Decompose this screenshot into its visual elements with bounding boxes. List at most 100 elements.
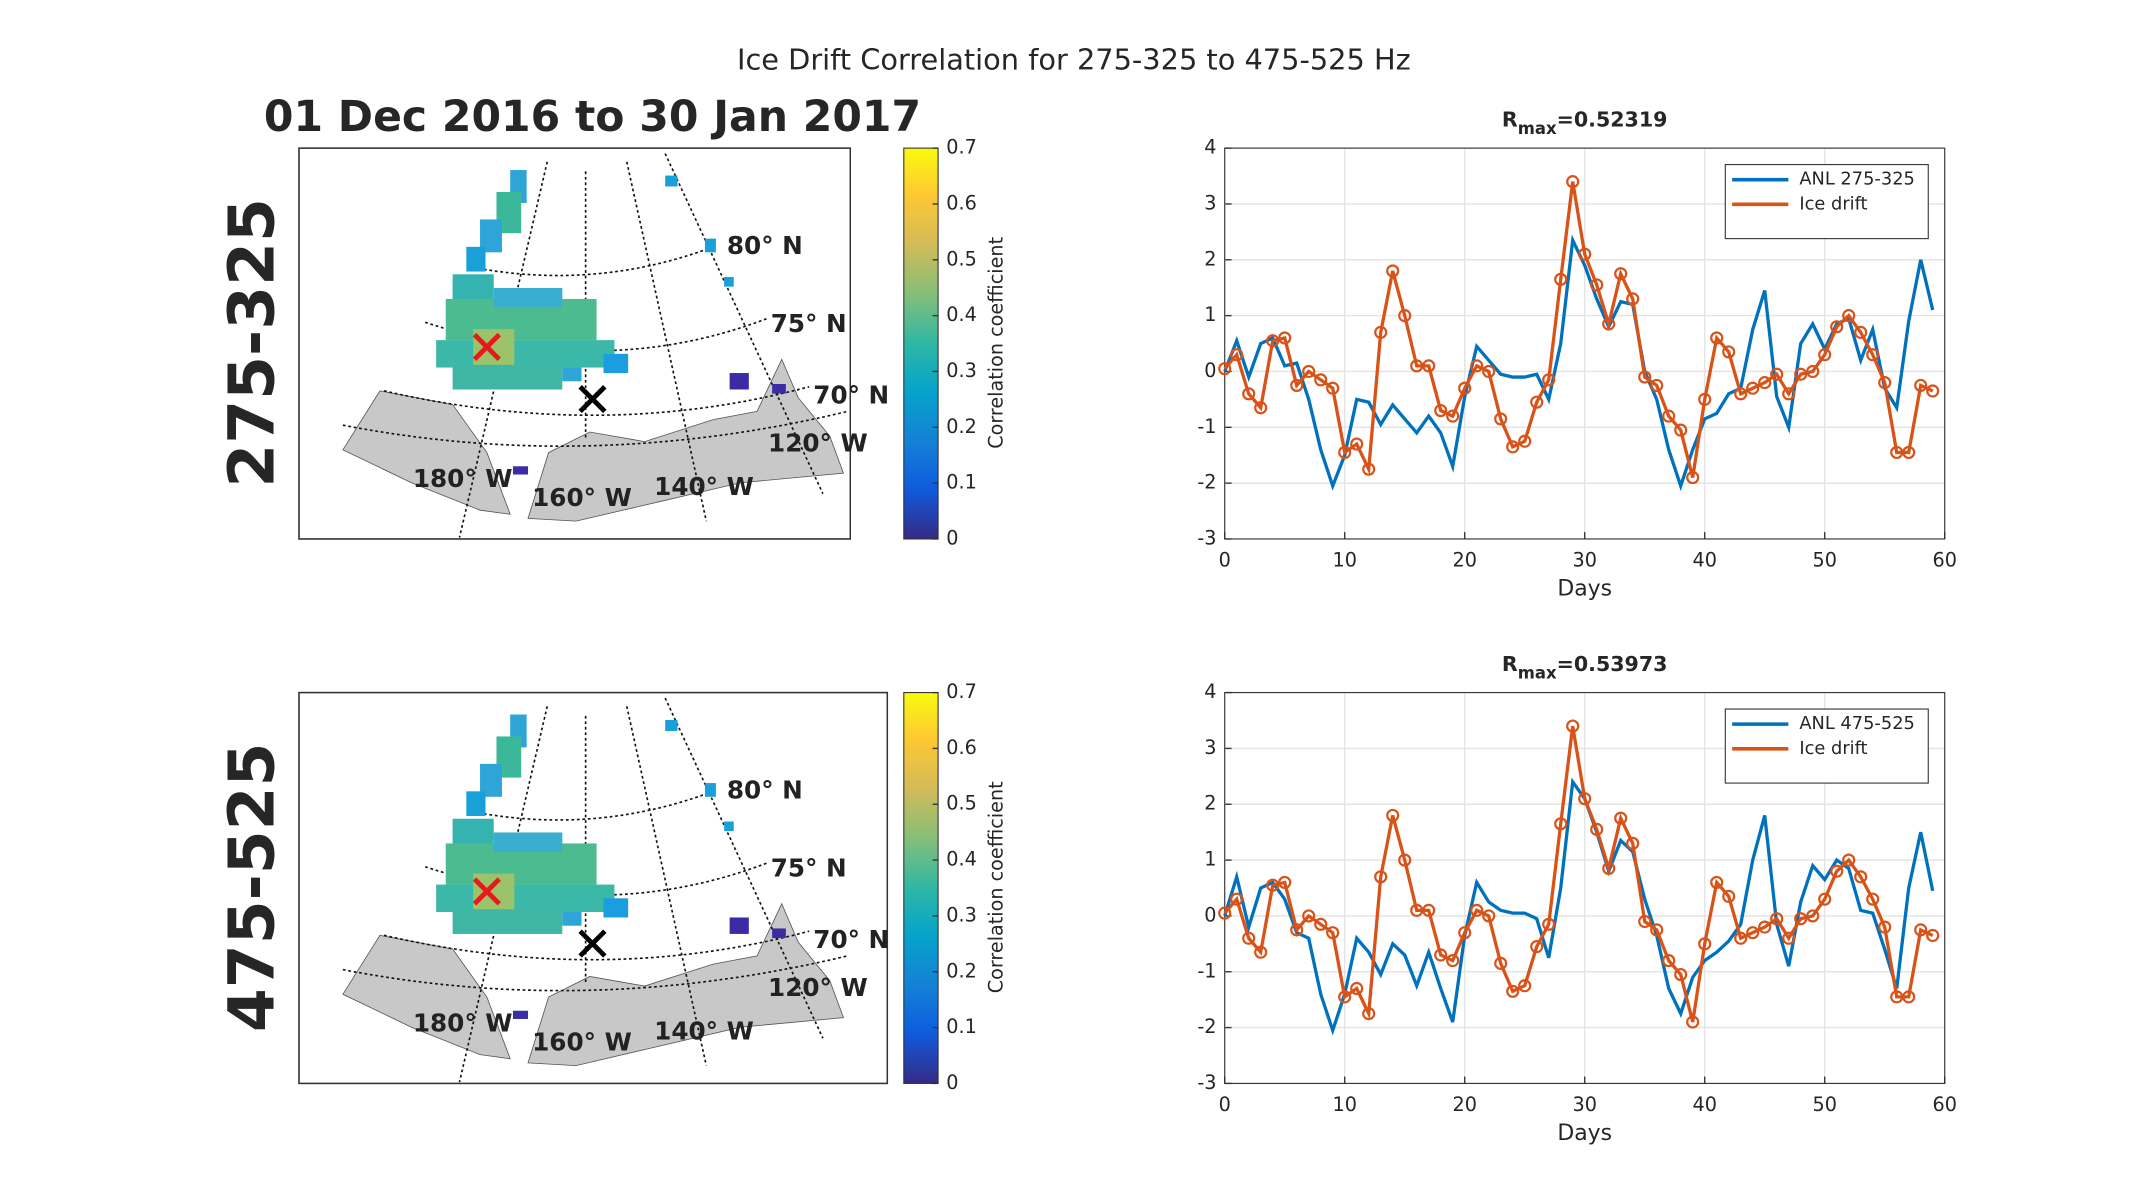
- data-point: [1662, 954, 1676, 968]
- chart-title: Rmax=0.52319: [1502, 108, 1668, 138]
- data-point: [1770, 912, 1784, 926]
- y-tick-label: 0: [1204, 903, 1216, 926]
- legend-label: Ice drift: [1799, 193, 1867, 214]
- data-point: [1722, 889, 1736, 903]
- data-point: [1530, 940, 1544, 954]
- x-axis-label: Days: [1557, 577, 1612, 602]
- data-point: [1254, 945, 1268, 959]
- data-point: [1626, 292, 1640, 306]
- colorbar-label: Correlation coefficient: [985, 236, 1008, 448]
- y-tick-label: 1: [1204, 303, 1216, 326]
- data-point: [1278, 331, 1292, 345]
- colorbar-tick-label: 0.7: [946, 680, 977, 703]
- data-point: [1458, 926, 1472, 940]
- data-point: [1614, 811, 1628, 825]
- data-point: [1878, 376, 1892, 390]
- chart-title: Rmax=0.53973: [1502, 652, 1668, 682]
- data-point: [1614, 267, 1628, 281]
- colorbar: [903, 692, 939, 1084]
- y-tick-label: 2: [1204, 247, 1216, 270]
- data-point: [1710, 331, 1724, 345]
- graticule-label: 180° W: [413, 464, 513, 493]
- graticule-label: 140° W: [654, 1017, 754, 1046]
- data-point: [1854, 325, 1868, 339]
- data-point: [1578, 792, 1592, 806]
- data-point: [1494, 956, 1508, 970]
- data-point: [1326, 381, 1340, 395]
- graticule-label: 80° N: [727, 231, 803, 260]
- data-point: [1842, 309, 1856, 323]
- y-tick-label: -2: [1197, 1015, 1216, 1038]
- data-point: [1398, 309, 1412, 323]
- y-tick-label: 0: [1204, 359, 1216, 382]
- data-point: [1698, 937, 1712, 951]
- data-point: [1218, 362, 1232, 376]
- data-point: [1506, 984, 1520, 998]
- data-point: [1554, 817, 1568, 831]
- data-point: [1758, 376, 1772, 390]
- graticule-label: 120° W: [768, 428, 868, 457]
- colorbar-label: Correlation coefficient: [985, 781, 1008, 993]
- data-point: [1782, 931, 1796, 945]
- data-point: [1290, 923, 1304, 937]
- graticule-label: 75° N: [771, 309, 847, 338]
- date-range: 01 Dec 2016 to 30 Jan 2017: [264, 93, 921, 142]
- colorbar-tick-label: 0: [946, 1071, 958, 1094]
- colorbar-tick-label: 0.4: [946, 303, 977, 326]
- data-point: [1782, 387, 1796, 401]
- title-part: =0.53973: [1557, 652, 1668, 676]
- row-label: 475-525: [215, 743, 289, 1033]
- data-point: [1602, 317, 1616, 331]
- graticule-label: 160° W: [532, 483, 632, 512]
- y-tick-label: 1: [1204, 848, 1216, 871]
- colorbar-tick-label: 0.5: [946, 792, 977, 815]
- data-point: [1818, 892, 1832, 906]
- colorbar-tick-label: 0.6: [946, 191, 977, 214]
- data-point: [1914, 378, 1928, 393]
- x-tick-label: 30: [1573, 548, 1597, 571]
- colorbar-tick-label: 0.2: [946, 415, 977, 438]
- data-point: [1518, 434, 1532, 448]
- data-point: [1806, 364, 1820, 379]
- data-point: [1446, 954, 1460, 968]
- title-part: max: [1518, 663, 1557, 682]
- colorbar-tick-label: 0.5: [946, 247, 977, 270]
- data-point: [1602, 861, 1616, 876]
- graticule-label: 140° W: [654, 472, 754, 501]
- data-point: [1542, 373, 1556, 387]
- data-point: [1758, 920, 1772, 934]
- data-point: [1482, 909, 1496, 923]
- data-point: [1350, 981, 1364, 996]
- colorbar-tick-label: 0.6: [946, 736, 977, 759]
- data-point: [1470, 903, 1484, 917]
- data-point: [1734, 387, 1748, 401]
- data-point: [1830, 320, 1844, 334]
- data-point: [1290, 378, 1304, 393]
- x-tick-label: 40: [1693, 1093, 1717, 1116]
- data-point: [1878, 920, 1892, 934]
- data-point: [1446, 409, 1460, 423]
- y-tick-label: -3: [1197, 1071, 1216, 1094]
- x-axis-label: Days: [1557, 1121, 1612, 1146]
- x-tick-label: 40: [1693, 548, 1717, 571]
- y-tick-label: 2: [1204, 792, 1216, 815]
- site-marker: [578, 929, 607, 958]
- y-tick-label: -1: [1197, 959, 1216, 982]
- y-tick-label: -1: [1197, 415, 1216, 438]
- data-point: [1830, 864, 1844, 878]
- title-part: max: [1518, 118, 1557, 137]
- data-point: [1470, 359, 1484, 373]
- data-point: [1566, 719, 1580, 733]
- data-point: [1242, 387, 1256, 401]
- series-line: [1223, 725, 1934, 1023]
- graticule-label: 160° W: [532, 1028, 632, 1057]
- legend-box: [1724, 164, 1929, 240]
- data-point: [1566, 175, 1580, 189]
- x-tick-label: 10: [1333, 1093, 1357, 1116]
- data-point: [1710, 875, 1724, 889]
- row-label: 275-325: [215, 198, 289, 488]
- series-line: [1223, 777, 1935, 1036]
- data-point: [1590, 822, 1604, 836]
- x-tick-label: 60: [1933, 548, 1957, 571]
- data-point: [1638, 914, 1652, 929]
